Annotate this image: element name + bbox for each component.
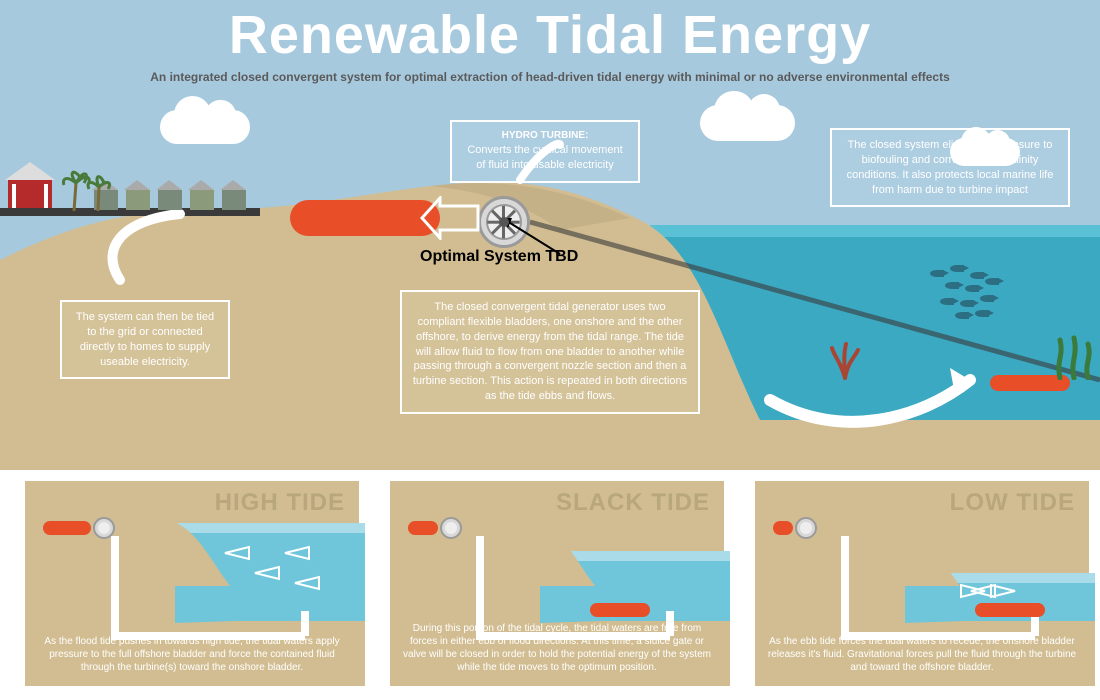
mini-turbine-icon <box>795 517 817 539</box>
onshore-bladder <box>290 200 440 236</box>
callout-hydro-turbine: HYDRO TURBINE: Converts the cyclical mov… <box>450 120 640 183</box>
callout-hydro-title: HYDRO TURBINE: <box>462 130 628 141</box>
panel-high-tide: HIGH TIDE As the flood tide pushes in to… <box>22 478 362 683</box>
fish-icon <box>960 300 974 307</box>
fish-icon <box>955 312 969 319</box>
fish-icon <box>985 278 999 285</box>
panel-title: LOW TIDE <box>950 489 1075 517</box>
coral-icon <box>820 330 870 380</box>
panel-caption: As the ebb tide forces the tidal waters … <box>765 635 1079 674</box>
houses-row <box>90 178 250 212</box>
mini-onshore-bladder <box>773 521 793 535</box>
callout-closed-body: The closed system eliminates exposure to… <box>842 138 1058 197</box>
panel-caption: During this portion of the tidal cycle, … <box>400 622 714 674</box>
fish-icon <box>980 295 994 302</box>
fish-icon <box>945 282 959 289</box>
palm-trees <box>62 165 112 218</box>
mini-offshore-bladder <box>975 603 1045 617</box>
mini-turbine-icon <box>93 517 115 539</box>
panel-title: SLACK TIDE <box>556 489 710 517</box>
callout-closed-system: The closed system eliminates exposure to… <box>830 128 1070 207</box>
mini-onshore-bladder <box>408 521 438 535</box>
panel-low-tide: LOW TIDE As the ebb tide forces the tida… <box>752 478 1092 683</box>
callout-grid-body: The system can then be tied to the grid … <box>72 310 218 369</box>
callout-generator: The closed convergent tidal generator us… <box>400 290 700 414</box>
panel-slack-tide: SLACK TIDE During this portion of the ti… <box>387 478 727 683</box>
panel-title: HIGH TIDE <box>215 489 345 517</box>
panel-caption: As the flood tide pushes in towards high… <box>35 635 349 674</box>
callout-grid: The system can then be tied to the grid … <box>60 300 230 379</box>
mini-offshore-bladder <box>590 603 650 617</box>
flow-arrow-left-icon <box>420 196 490 240</box>
mini-turbine-icon <box>440 517 462 539</box>
callout-hydro-body: Converts the cyclical movement of fluid … <box>462 143 628 173</box>
fish-icon <box>950 265 964 272</box>
fish-icon <box>930 270 944 277</box>
fish-icon <box>940 298 954 305</box>
fish-icon <box>975 310 989 317</box>
mini-onshore-bladder <box>43 521 91 535</box>
infographic-stage: Renewable Tidal Energy An integrated clo… <box>0 0 1100 700</box>
callout-generator-body: The closed convergent tidal generator us… <box>412 300 688 404</box>
house-red <box>0 160 60 210</box>
fish-icon <box>965 285 979 292</box>
seaweed-icon <box>1050 320 1100 380</box>
fish-icon <box>970 272 984 279</box>
